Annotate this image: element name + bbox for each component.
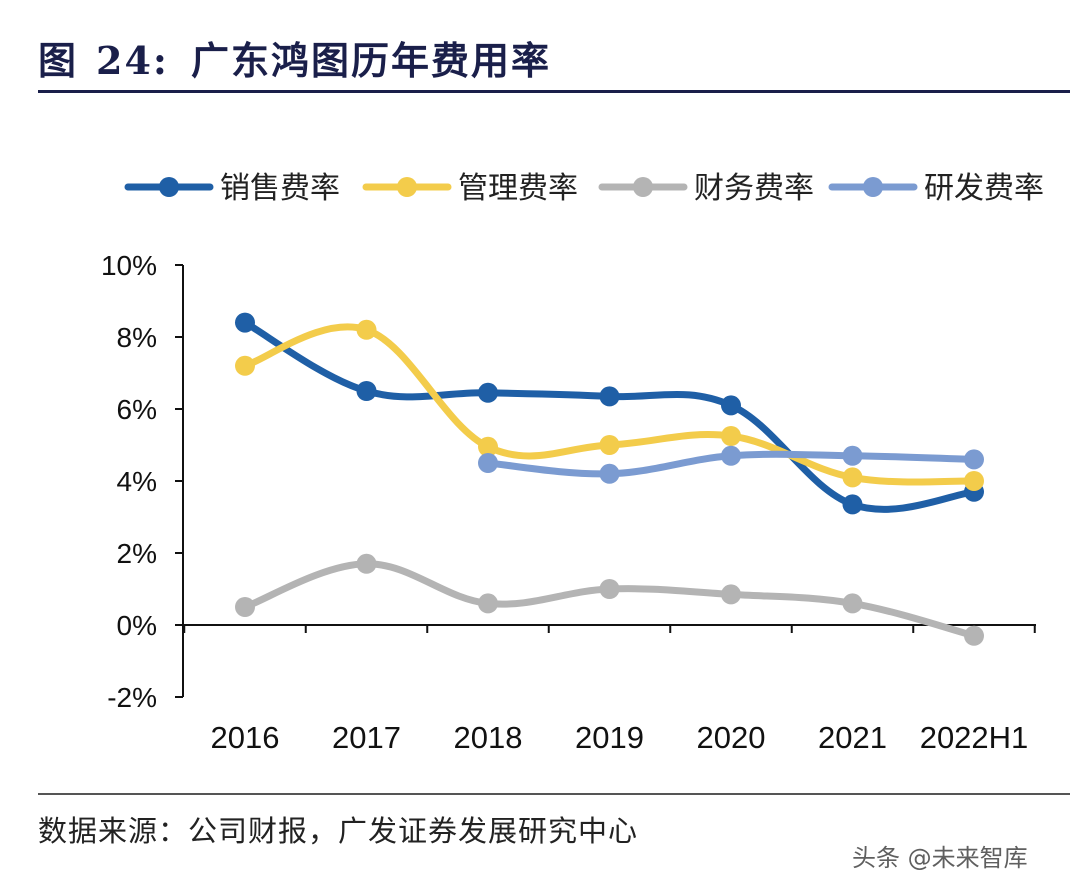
legend-marker-2: [397, 177, 417, 197]
data-point-series-3-2016: [235, 597, 255, 617]
figure-label: 图: [38, 38, 79, 83]
data-point-series-4-2020: [721, 445, 741, 466]
data-point-series-4-2022h1: [964, 449, 984, 470]
x-tick-label: 2021: [818, 720, 887, 755]
y-tick-label: 8%: [117, 322, 157, 353]
data-point-series-1-2021: [842, 494, 863, 515]
legend-marker-1: [159, 177, 179, 197]
series-points: [235, 312, 984, 646]
source-rule: [38, 793, 1070, 795]
data-point-series-3-2017: [356, 553, 377, 574]
legend-label-1: 销售费率: [220, 171, 340, 206]
y-tick-label: -2%: [107, 682, 157, 713]
data-point-series-1-2016: [235, 312, 255, 333]
legend-label-3: 财务费率: [694, 171, 814, 206]
data-point-series-2-2017: [356, 319, 377, 340]
figure-name: 广东鸿图历年费用率: [190, 38, 551, 83]
data-point-series-2-2016: [235, 355, 255, 376]
data-point-series-4-2019: [599, 463, 620, 484]
legend-label-4: 研发费率: [924, 171, 1044, 206]
source-note: 数据来源：公司财报，广发证券发展研究中心: [38, 814, 639, 848]
axes: -2% 0% 2% 4% 6% 8% 10% 2016 2017 2018 2019 2020 2021…: [101, 250, 1036, 755]
x-tick-label: 2018: [454, 720, 523, 755]
y-tick-label: 6%: [117, 394, 157, 425]
data-point-series-1-2017: [356, 381, 377, 401]
data-point-series-2-2021: [842, 467, 863, 488]
figure-number: 24:: [96, 38, 169, 83]
y-tick-label: 10%: [101, 250, 157, 281]
legend-marker-4: [863, 177, 883, 197]
data-point-series-4-2018: [478, 453, 498, 473]
y-tick-label: 0%: [117, 610, 157, 641]
y-tick-label: 2%: [117, 538, 157, 569]
figure-title: 图 24: 广东鸿图历年费用率: [38, 30, 551, 85]
x-tick-label: 2020: [697, 720, 766, 755]
x-tick-label: 2022H1: [920, 720, 1029, 755]
data-point-series-4-2021: [842, 445, 863, 466]
x-tick-label: 2019: [575, 720, 644, 755]
data-point-series-3-2018: [478, 593, 498, 614]
data-point-series-2-2018: [478, 436, 498, 457]
data-point-series-3-2020: [721, 584, 741, 605]
legend-marker-3: [633, 177, 653, 197]
data-point-series-1-2018: [478, 382, 498, 403]
x-tick-label: 2017: [332, 720, 401, 755]
legend: 销售费率 管理费率 财务费率 研发费率: [124, 171, 1044, 206]
legend-label-2: 管理费率: [458, 171, 578, 206]
x-tick-label: 2016: [211, 720, 280, 755]
data-point-series-2-2020: [721, 426, 741, 446]
data-point-series-3-2022h1: [964, 625, 984, 646]
data-point-series-1-2020: [721, 395, 741, 416]
watermark: 头条 @未来智库: [852, 844, 1028, 872]
data-point-series-2-2022h1: [964, 471, 984, 491]
title-rule: [38, 90, 1070, 93]
data-point-series-3-2021: [842, 593, 863, 614]
data-point-series-2-2019: [599, 435, 620, 455]
data-point-series-1-2019: [599, 386, 620, 407]
y-tick-label: 4%: [117, 466, 157, 497]
data-point-series-3-2019: [599, 579, 620, 599]
